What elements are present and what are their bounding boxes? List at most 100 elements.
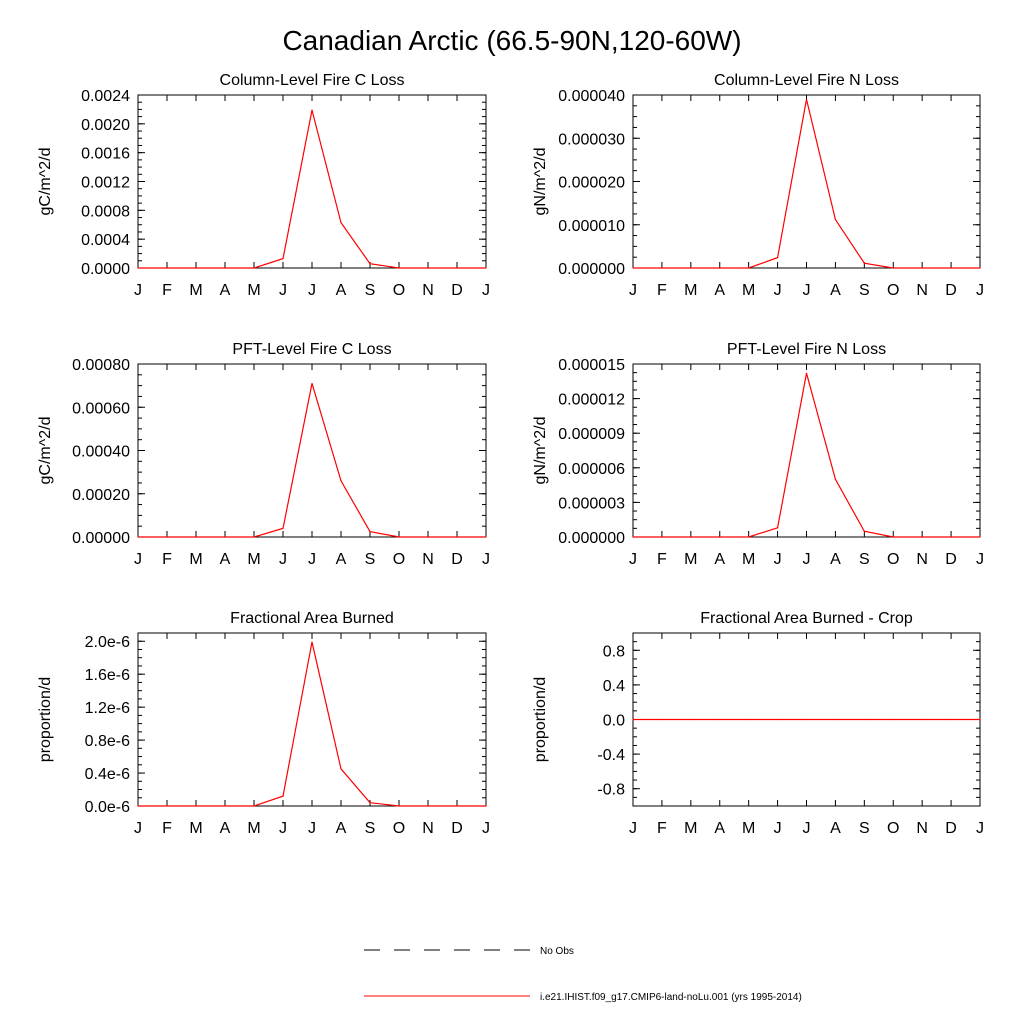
y-tick-label: 0.8 xyxy=(603,643,625,660)
y-tick-label: 0.0e-6 xyxy=(85,799,130,816)
x-tick-label: J xyxy=(976,551,984,568)
x-tick-label: A xyxy=(714,820,725,837)
y-tick-label: 0.0024 xyxy=(81,88,130,105)
y-tick-label: 0.8e-6 xyxy=(85,733,130,750)
data-point xyxy=(137,805,139,807)
data-point xyxy=(282,527,284,529)
data-point xyxy=(224,267,226,269)
data-point xyxy=(776,718,779,721)
x-tick-label: M xyxy=(189,820,202,837)
data-point xyxy=(340,480,342,482)
x-tick-label: J xyxy=(134,820,142,837)
y-tick-label: 0.000012 xyxy=(558,392,625,409)
x-tick-label: D xyxy=(945,282,957,299)
panel-6: Fractional Area Burned - Crop proportion/… xyxy=(532,610,984,837)
data-point xyxy=(398,536,400,538)
data-point xyxy=(748,718,750,721)
data-point xyxy=(719,536,721,538)
data-point xyxy=(427,805,429,807)
data-point xyxy=(863,530,865,532)
data-point xyxy=(776,257,779,259)
series-line xyxy=(138,641,486,807)
data-point xyxy=(311,382,313,385)
x-tick-label: A xyxy=(220,820,231,837)
data-point xyxy=(166,805,168,807)
y-tick-label: 0.000020 xyxy=(558,175,625,192)
y-tick-label: 0.000003 xyxy=(558,495,625,512)
x-tick-label: S xyxy=(859,551,870,568)
data-point xyxy=(892,536,894,538)
x-tick-label: F xyxy=(657,282,667,299)
series-line xyxy=(138,383,486,538)
data-point xyxy=(456,267,458,269)
y-tick-label: 2.0e-6 xyxy=(85,634,130,651)
x-tick-label: D xyxy=(451,551,463,568)
data-point xyxy=(195,805,197,807)
x-tick-label: N xyxy=(916,282,928,299)
x-tick-label: J xyxy=(629,820,637,837)
x-tick-label: D xyxy=(451,282,463,299)
panel-title: PFT-Level Fire C Loss xyxy=(232,341,391,358)
y-axis-label: gC/m^2/d xyxy=(37,148,54,216)
data-point xyxy=(719,718,721,721)
x-tick-label: M xyxy=(684,551,697,568)
data-point xyxy=(834,478,837,480)
y-tick-label: 0.000000 xyxy=(558,261,625,278)
x-tick-label: A xyxy=(336,282,347,299)
data-point xyxy=(950,536,952,538)
data-point xyxy=(485,267,487,269)
x-tick-label: J xyxy=(629,282,637,299)
x-tick-label: M xyxy=(684,282,697,299)
data-point xyxy=(979,536,981,538)
x-tick-label: J xyxy=(803,820,811,837)
x-tick-label: J xyxy=(774,820,782,837)
data-point xyxy=(137,267,139,269)
data-point xyxy=(834,718,837,721)
plot-frame xyxy=(137,363,487,538)
x-tick-label: J xyxy=(308,551,316,568)
data-point xyxy=(340,768,342,770)
x-tick-label: S xyxy=(365,282,376,299)
x-tick-label: J xyxy=(774,282,782,299)
legend: No Obs i.e21.IHIST.f09_g17.CMIP6-land-noL… xyxy=(364,946,802,1003)
x-tick-label: N xyxy=(422,282,434,299)
data-point xyxy=(661,718,663,721)
x-tick-label: F xyxy=(162,551,172,568)
x-tick-label: J xyxy=(629,551,637,568)
panel-title: PFT-Level Fire N Loss xyxy=(727,341,886,358)
panel-title: Column-Level Fire C Loss xyxy=(220,72,405,89)
y-tick-label: 0.0 xyxy=(603,713,625,730)
data-point xyxy=(166,267,168,269)
x-tick-label: A xyxy=(830,551,841,568)
y-tick-label: 0.0020 xyxy=(81,117,130,134)
data-point xyxy=(311,641,313,643)
data-point xyxy=(921,267,923,269)
x-tick-label: N xyxy=(916,551,928,568)
x-tick-label: S xyxy=(365,820,376,837)
y-tick-label: -0.8 xyxy=(597,782,625,799)
y-tick-label: 0.00040 xyxy=(72,444,130,461)
plot-frame xyxy=(137,632,487,807)
series-line xyxy=(138,109,486,269)
x-tick-label: O xyxy=(393,282,405,299)
data-point xyxy=(311,109,313,111)
x-tick-label: S xyxy=(365,551,376,568)
data-point xyxy=(253,536,255,538)
y-tick-label: 0.4 xyxy=(603,678,625,695)
x-tick-label: M xyxy=(684,820,697,837)
x-tick-label: J xyxy=(482,551,490,568)
data-point xyxy=(632,536,634,538)
y-tick-label: 0.000000 xyxy=(558,530,625,547)
data-point xyxy=(690,267,692,269)
data-point xyxy=(632,267,634,269)
x-tick-label: S xyxy=(859,820,870,837)
data-point xyxy=(661,267,663,269)
x-tick-label: D xyxy=(945,551,957,568)
data-point xyxy=(776,527,779,529)
y-tick-label: 1.6e-6 xyxy=(85,667,130,684)
data-point xyxy=(137,536,139,538)
data-point xyxy=(979,267,981,269)
